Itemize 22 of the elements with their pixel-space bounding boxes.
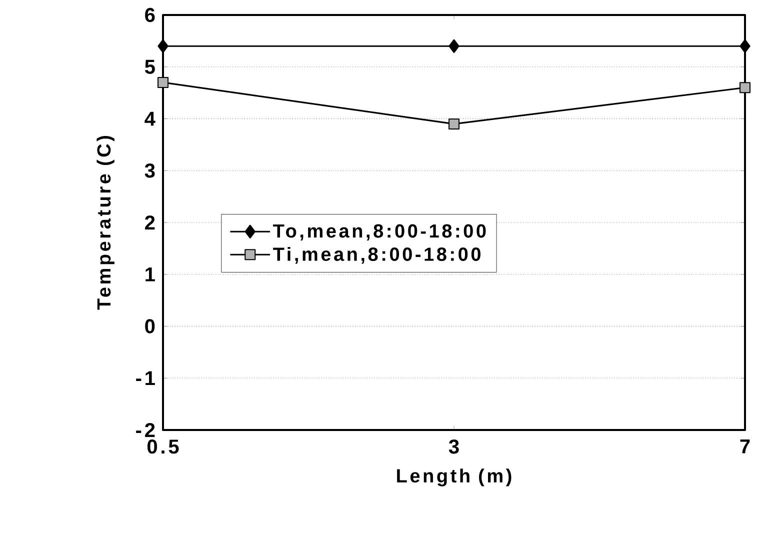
y-tick-label: 3 — [144, 164, 155, 178]
point — [740, 82, 751, 94]
x-tick-label: 0.5 — [147, 440, 179, 454]
y-tick-label: -1 — [136, 371, 155, 386]
y-tick-label: -2 — [136, 423, 155, 437]
point — [158, 76, 169, 88]
y-tick-label: 1 — [146, 268, 155, 282]
point — [740, 39, 750, 53]
point — [448, 118, 460, 130]
x-tick-label: 7 — [740, 440, 750, 454]
y-tick-label: 4 — [144, 112, 156, 126]
y-tick-label: 6 — [145, 8, 155, 22]
x-axis-title: Length (m) — [397, 468, 512, 486]
point — [158, 39, 168, 53]
y-axis-title: Temperature (C) — [96, 136, 114, 310]
point — [448, 39, 460, 53]
legend-label: Ti,mean,8:00-18:00 — [273, 247, 480, 264]
x-tick-label: 3 — [448, 440, 459, 454]
y-tick-label: 2 — [145, 216, 155, 230]
legend-label: To,mean,8:00-18:00 — [273, 224, 486, 240]
y-tick-label: 0 — [145, 319, 155, 334]
y-tick-label: 5 — [144, 60, 155, 74]
